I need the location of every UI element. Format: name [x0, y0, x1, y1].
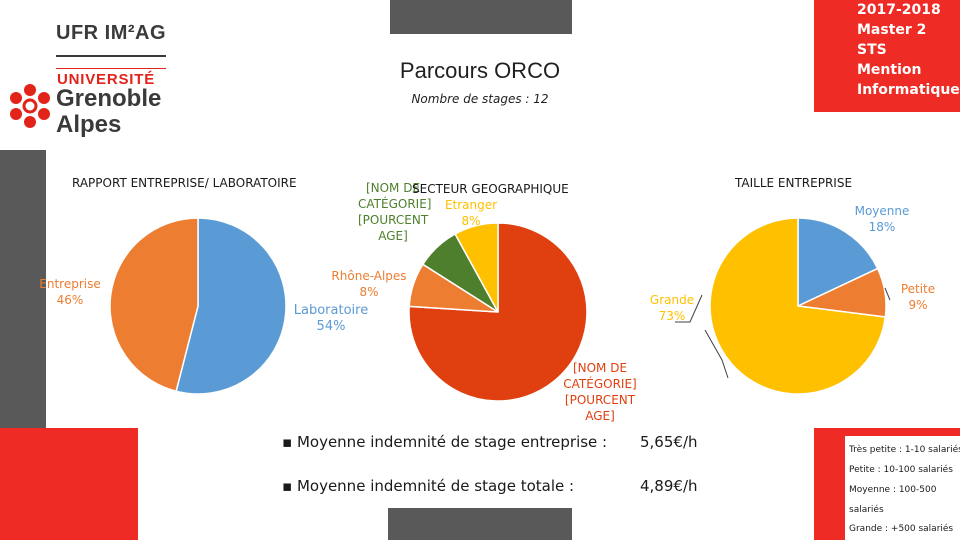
legend-tres-petite: Très petite : 1-10 salariés: [849, 445, 960, 455]
chart3-label-grande-pct: 73%: [658, 309, 686, 323]
legend-moyenne-cont: salariés: [849, 505, 884, 515]
chart2-label-top-category: [NOM DE CATÉGORIE] [POURCENT AGE]: [358, 180, 432, 244]
chart2-label-etranger-pct: 8%: [461, 214, 481, 228]
bullet-square-icon: ▪: [282, 433, 293, 451]
chart3-label-moyenne-name: Moyenne: [854, 204, 910, 218]
chart1-label-entreprise-name: Entreprise: [39, 277, 101, 291]
chart3-label-petite-pct: 9%: [908, 298, 928, 312]
chart2-label-top-line3: [POURCENT: [358, 213, 429, 227]
logo-divider-red: [56, 68, 166, 69]
chart1-label-entreprise: Entreprise 46%: [30, 276, 110, 308]
chart2-label-top-line4: AGE]: [378, 229, 408, 243]
chart3-slice-0: [797, 217, 879, 308]
company-size-legend: Très petite : 1-10 salariés Petite : 10-…: [845, 436, 960, 540]
chart3-label-grande: Grande 73%: [640, 292, 704, 324]
logo-alpes-text: Alpes: [56, 111, 122, 138]
badge-year: 2017-2018: [857, 2, 941, 18]
chart2-label-rhone-alpes-name: Rhône-Alpes: [331, 269, 407, 283]
chart3-slice-2: [709, 217, 887, 395]
chart2-label-bottom-category: [NOM DE CATÉGORIE] [POURCENT AGE]: [560, 360, 640, 424]
chart1-title: RAPPORT ENTREPRISE/ LABORATOIRE: [72, 176, 297, 190]
stat-row-totale: ▪ Moyenne indemnité de stage totale :: [282, 477, 574, 495]
legend-moyenne: Moyenne : 100-500: [849, 485, 937, 495]
badge-master: Master 2 STS: [857, 22, 927, 58]
logo-universite-text: UNIVERSITÉ: [57, 71, 156, 88]
chart3-label-moyenne-pct: 18%: [868, 220, 896, 234]
chart2-label-bottom-line3: [POURCENT: [564, 393, 636, 407]
chart3-label-petite: Petite 9%: [888, 281, 948, 313]
leader-petite: [884, 287, 891, 301]
leader-grande: [675, 294, 703, 323]
page-title: Parcours ORCO: [399, 58, 561, 83]
chart1-label-laboratoire-pct: 54%: [316, 319, 346, 334]
stat-row-entreprise: ▪ Moyenne indemnité de stage entreprise …: [282, 433, 607, 451]
chart2-label-bottom-line4: AGE]: [585, 409, 615, 423]
chart2-title: SECTEUR GEOGRAPHIQUE: [412, 182, 569, 196]
bottom-gray-block: [388, 508, 572, 540]
chart2-slice-3: [454, 222, 499, 313]
chart1-label-laboratoire: Laboratoire 54%: [283, 303, 379, 335]
year-program-badge: 2017-2018 Master 2 STS Mention Informati…: [814, 0, 960, 112]
legend-grande: Grande : +500 salariés: [849, 524, 954, 534]
stat-value-totale: 4,89€/h: [640, 477, 698, 495]
bottom-left-red-block: [0, 428, 138, 540]
university-emblem-icon: [10, 84, 50, 128]
bullet-square-icon: ▪: [282, 477, 293, 495]
stat-label-totale: Moyenne indemnité de stage totale :: [296, 477, 575, 495]
badge-informatique: Informatique: [857, 82, 960, 98]
chart2-label-top-line1: [NOM DE: [365, 181, 421, 195]
chart3-label-petite-name: Petite: [900, 282, 936, 296]
pie-secteur-geographique: [408, 222, 588, 402]
chart1-slice-0: [175, 217, 287, 395]
pie-taille-entreprise: [709, 217, 887, 395]
page-subtitle: Nombre de stages : 12: [411, 92, 549, 106]
chart2-label-bottom-line1: [NOM DE: [572, 361, 628, 375]
badge-mention: Mention: [857, 62, 922, 78]
leader-grande-2: [704, 329, 729, 379]
chart2-label-rhone-alpes-pct: 8%: [359, 285, 379, 299]
logo-ufr-text: UFR IM²AG: [56, 22, 167, 44]
pie-rapport-entreprise-laboratoire: [109, 217, 287, 395]
logo-grenoble-text: Grenoble: [56, 85, 162, 112]
stats-panel: ▪ Moyenne indemnité de stage entreprise …: [272, 422, 814, 504]
chart2-label-rhone-alpes: Rhône-Alpes 8%: [325, 268, 413, 300]
chart3-label-grande-name: Grande: [649, 293, 695, 307]
university-logo: UFR IM²AG UNIVERSITÉ Grenoble Alpes: [0, 0, 220, 150]
leader-lines: [675, 287, 891, 379]
logo-divider: [56, 55, 166, 57]
chart1-slice-1: [109, 217, 199, 393]
stat-label-entreprise: Moyenne indemnité de stage entreprise :: [296, 433, 608, 451]
chart2-label-etranger-name: Etranger: [444, 198, 498, 212]
chart2-label-bottom-line2: CATÉGORIE]: [563, 377, 637, 391]
chart2-label-etranger: Etranger 8%: [436, 197, 506, 229]
legend-petite: Petite : 10-100 salariés: [849, 465, 953, 475]
top-gray-block: [390, 0, 572, 34]
chart1-label-laboratoire-name: Laboratoire: [293, 303, 369, 318]
chart3-title: TAILLE ENTREPRISE: [735, 176, 853, 190]
chart3-label-moyenne: Moyenne 18%: [842, 203, 922, 235]
chart1-label-entreprise-pct: 46%: [56, 293, 84, 307]
chart2-label-top-line2: CATÉGORIE]: [358, 197, 432, 211]
stat-value-entreprise: 5,65€/h: [640, 433, 698, 451]
